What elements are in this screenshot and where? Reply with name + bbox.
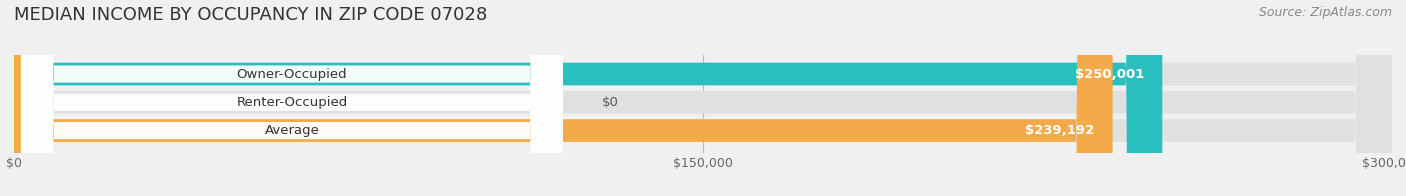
Text: Owner-Occupied: Owner-Occupied — [236, 68, 347, 81]
FancyBboxPatch shape — [14, 0, 1392, 196]
FancyBboxPatch shape — [14, 0, 1392, 196]
Text: $0: $0 — [602, 96, 619, 109]
Text: Renter-Occupied: Renter-Occupied — [236, 96, 347, 109]
Text: $250,001: $250,001 — [1074, 68, 1144, 81]
FancyBboxPatch shape — [14, 0, 1112, 196]
FancyBboxPatch shape — [21, 0, 562, 196]
FancyBboxPatch shape — [21, 0, 562, 196]
FancyBboxPatch shape — [14, 0, 1163, 196]
Text: MEDIAN INCOME BY OCCUPANCY IN ZIP CODE 07028: MEDIAN INCOME BY OCCUPANCY IN ZIP CODE 0… — [14, 6, 488, 24]
FancyBboxPatch shape — [21, 0, 562, 196]
Text: Average: Average — [264, 124, 319, 137]
FancyBboxPatch shape — [14, 0, 1392, 196]
Text: Source: ZipAtlas.com: Source: ZipAtlas.com — [1258, 6, 1392, 19]
Text: $239,192: $239,192 — [1025, 124, 1094, 137]
